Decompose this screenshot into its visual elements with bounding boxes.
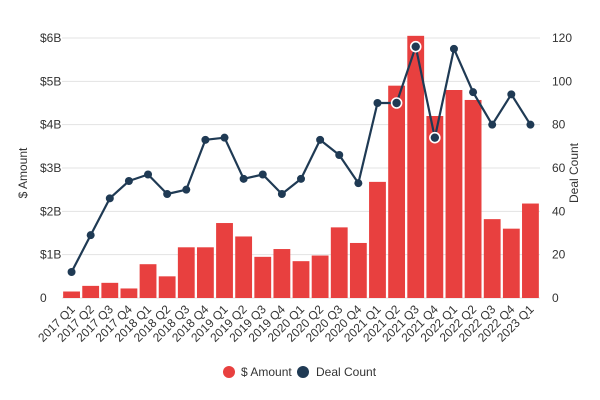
deal-count-point <box>124 177 133 185</box>
deal-count-point <box>354 179 363 188</box>
amount-bar <box>120 288 138 298</box>
deal-count-point <box>409 40 422 53</box>
left-tick-label: $1B <box>40 248 61 262</box>
amount-bar <box>158 276 176 298</box>
amount-bar <box>483 219 501 298</box>
deal-count-point <box>163 190 172 198</box>
deal-count-point <box>220 133 229 142</box>
deal-count-point <box>429 131 441 144</box>
deal-count-point <box>277 190 286 198</box>
legend: $ Amount Deal Count <box>223 365 377 379</box>
deal-count-point <box>297 174 305 183</box>
amount-bar <box>311 255 329 298</box>
left-tick-label: 0 <box>40 291 47 305</box>
deal-count-point <box>316 135 325 144</box>
deal-count-line <box>67 40 535 276</box>
deal-count-point <box>201 135 210 144</box>
amount-bar <box>196 247 214 298</box>
right-tick-label: 120 <box>552 31 572 45</box>
left-tick-label: $2B <box>40 204 61 218</box>
deal-count-point <box>67 268 76 276</box>
amount-bar <box>522 203 539 298</box>
right-tick-label: 80 <box>552 118 566 132</box>
deal-count-point <box>335 151 344 159</box>
deal-count-point <box>449 44 458 53</box>
amount-bar <box>502 228 520 298</box>
deal-count-point <box>239 174 248 183</box>
right-axis-title: Deal Count <box>567 142 581 203</box>
amount-bar <box>445 90 463 298</box>
left-axis-ticks: 0 $1B $2B $3B $4B $5B $6B <box>40 31 61 305</box>
amount-bar <box>273 249 291 298</box>
deal-count-point <box>507 90 516 99</box>
legend-deal-count-label: Deal Count <box>316 365 377 379</box>
deal-count-point <box>526 120 535 129</box>
deal-count-point <box>105 194 114 203</box>
deal-count-point <box>373 99 382 107</box>
deal-count-point <box>86 231 95 240</box>
amount-bar <box>254 256 272 298</box>
amount-bar <box>177 247 195 298</box>
legend-amount-label: $ Amount <box>241 365 292 379</box>
amount-bar <box>139 264 157 298</box>
amount-bar <box>369 181 386 298</box>
left-tick-label: $3B <box>40 161 61 175</box>
right-tick-label: 20 <box>552 248 566 262</box>
amount-bar <box>63 291 80 298</box>
deal-count-point <box>488 120 497 129</box>
amount-bar <box>292 261 310 298</box>
deal-count-point <box>258 170 267 179</box>
amount-bar <box>407 35 425 298</box>
amount-bar <box>426 116 444 298</box>
left-tick-label: $5B <box>40 74 61 88</box>
legend-deal-count-marker <box>297 366 309 378</box>
amount-bar <box>330 227 348 298</box>
left-tick-label: $6B <box>40 31 61 45</box>
left-axis-title: $ Amount <box>16 147 30 198</box>
amount-bar <box>388 85 406 299</box>
gridlines <box>62 37 540 299</box>
deal-count-point <box>390 97 403 109</box>
right-tick-label: 0 <box>552 291 559 305</box>
right-tick-label: 40 <box>552 204 566 218</box>
amount-bar <box>101 282 119 298</box>
amount-bars <box>63 35 539 299</box>
deal-count-point <box>469 88 478 97</box>
deal-count-point <box>182 185 191 194</box>
amount-bar <box>464 99 482 298</box>
amount-bar <box>82 285 100 298</box>
amount-bar <box>349 242 367 298</box>
left-tick-label: $4B <box>40 118 61 132</box>
deal-count-point <box>144 170 153 179</box>
amount-bar <box>235 236 253 298</box>
right-tick-label: 60 <box>552 161 566 175</box>
amount-bar <box>216 223 233 298</box>
legend-amount-marker <box>223 366 235 378</box>
right-axis-ticks: 0 20 40 60 80 100 120 <box>552 31 572 305</box>
right-tick-label: 100 <box>552 74 572 88</box>
